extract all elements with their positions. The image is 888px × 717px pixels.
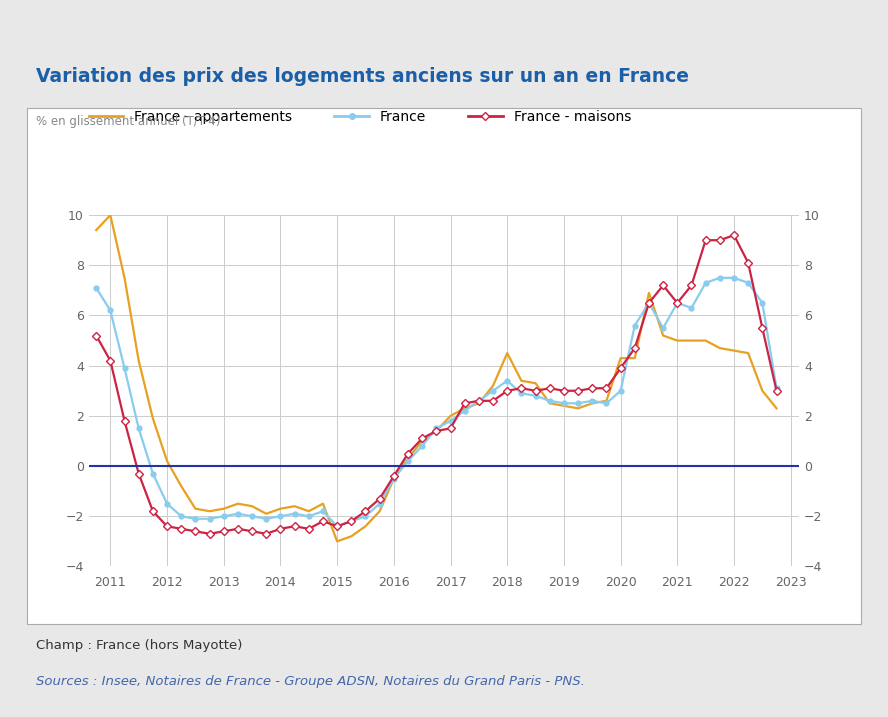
Text: Variation des prix des logements anciens sur un an en France: Variation des prix des logements anciens…: [36, 67, 688, 86]
Text: Sources : Insee, Notaires de France - Groupe ADSN, Notaires du Grand Paris - PNS: Sources : Insee, Notaires de France - Gr…: [36, 675, 584, 688]
Text: Champ : France (hors Mayotte): Champ : France (hors Mayotte): [36, 640, 242, 652]
Text: % en glissement annuel (T/T-4): % en glissement annuel (T/T-4): [36, 115, 220, 128]
Legend: France - appartements, France, France - maisons: France - appartements, France, France - …: [89, 110, 631, 123]
